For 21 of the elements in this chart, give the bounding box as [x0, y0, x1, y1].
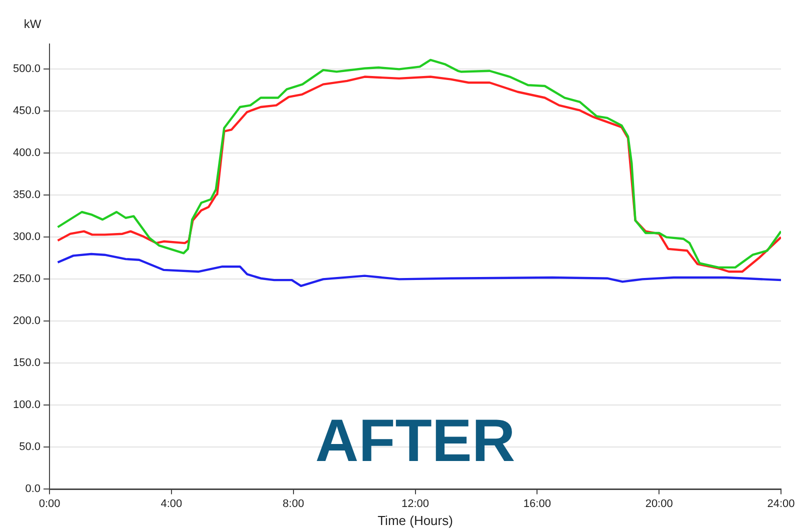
x-tick-label: 24:00 [767, 498, 795, 510]
y-tick-label: 450.0 [12, 105, 41, 118]
y-tick-label: 400.0 [12, 147, 41, 160]
y-tick-label: 300.0 [12, 231, 41, 244]
x-tick-label: 20:00 [645, 498, 673, 510]
x-tick-label: 4:00 [160, 498, 182, 510]
y-tick-label: 50.0 [19, 441, 41, 454]
x-tick-label: 0:00 [38, 498, 60, 510]
x-axis-title: Time (Hours) [378, 512, 453, 528]
y-tick-label: 250.0 [12, 273, 41, 286]
y-tick-label: 200.0 [12, 315, 41, 328]
y-tick-label: 100.0 [12, 399, 41, 412]
y-axis-title: kW [24, 17, 42, 31]
y-tick-label: 500.0 [12, 63, 41, 76]
x-tick-label: 12:00 [402, 498, 430, 510]
annotation: AFTER [315, 407, 516, 474]
x-tick-label: 8:00 [282, 498, 304, 510]
x-tick-label: 16:00 [523, 498, 551, 510]
y-tick-label: 0.0 [25, 483, 41, 496]
y-tick-label: 350.0 [12, 189, 41, 202]
y-tick-label: 150.0 [12, 357, 41, 370]
